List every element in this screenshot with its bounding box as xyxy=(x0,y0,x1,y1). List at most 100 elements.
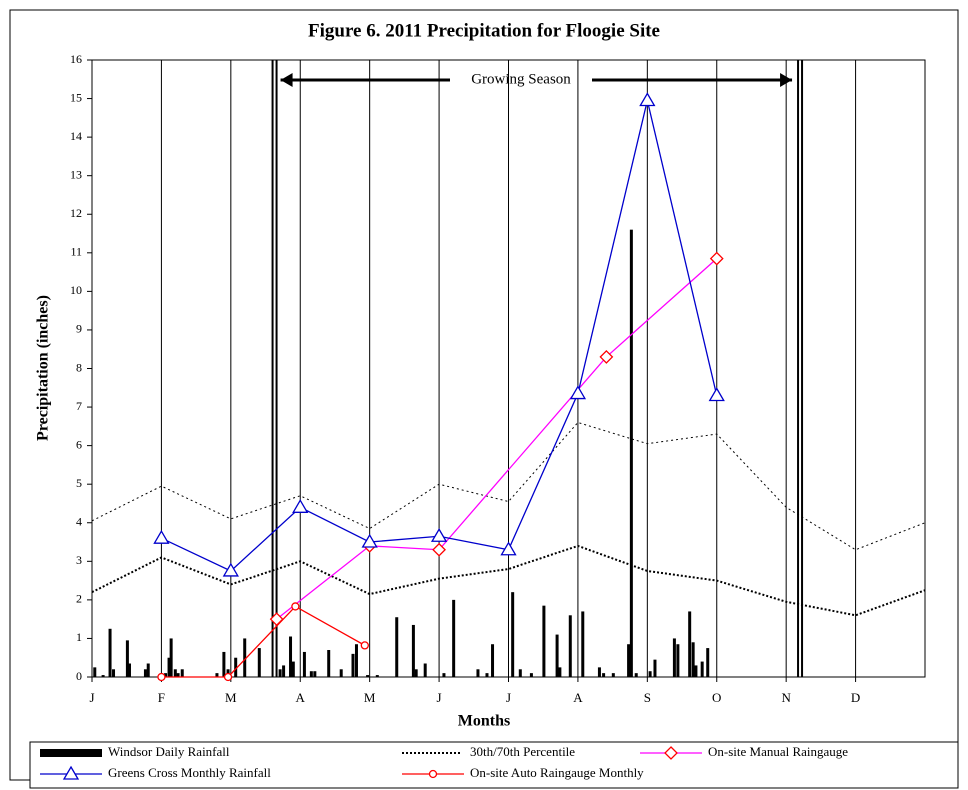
marker xyxy=(599,350,614,364)
percentile-30-line xyxy=(91,544,926,617)
y-tick-label: 16 xyxy=(70,52,82,66)
daily-bar xyxy=(511,592,515,677)
marker xyxy=(360,641,369,650)
daily-bar xyxy=(653,659,657,677)
daily-bar xyxy=(257,648,261,677)
y-tick-label: 0 xyxy=(76,669,82,683)
legend-label: On-site Auto Raingauge Monthly xyxy=(470,765,644,780)
legend-label: On-site Manual Raingauge xyxy=(708,744,848,759)
x-tick-label: J xyxy=(506,690,511,705)
daily-bar xyxy=(366,675,370,677)
marker xyxy=(153,529,170,544)
y-tick-label: 14 xyxy=(70,129,82,143)
marker xyxy=(569,385,587,400)
marker xyxy=(430,527,448,542)
y-tick-label: 4 xyxy=(76,515,82,529)
legend-label: Greens Cross Monthly Rainfall xyxy=(108,765,271,780)
daily-bar xyxy=(302,651,306,677)
daily-bar xyxy=(289,636,293,677)
daily-bar xyxy=(313,671,317,677)
arrow-head xyxy=(780,73,793,87)
y-axis-title: Precipitation (inches) xyxy=(35,295,52,441)
daily-bar xyxy=(278,669,282,677)
daily-bar xyxy=(491,644,495,677)
daily-bar xyxy=(529,673,533,677)
daily-bar xyxy=(180,669,184,677)
daily-bar xyxy=(634,673,638,677)
arrow-head xyxy=(280,73,293,87)
daily-bar xyxy=(108,628,112,677)
daily-bar xyxy=(127,663,131,677)
x-tick-label: M xyxy=(225,690,237,705)
daily-bar xyxy=(309,671,313,677)
daily-bar xyxy=(375,675,379,677)
daily-bar xyxy=(243,638,247,677)
legend-label: Windsor Daily Rainfall xyxy=(108,744,230,759)
y-tick-label: 15 xyxy=(70,90,82,104)
daily-bar xyxy=(146,663,150,677)
y-tick-label: 10 xyxy=(70,283,82,297)
daily-bar xyxy=(485,673,489,677)
y-tick-label: 6 xyxy=(76,437,82,451)
daily-bar xyxy=(411,624,415,677)
x-tick-label: O xyxy=(712,690,721,705)
x-tick-label: D xyxy=(851,690,860,705)
daily-bar xyxy=(568,615,572,677)
daily-bar xyxy=(222,651,226,677)
x-axis-title: Months xyxy=(458,713,510,730)
daily-bar xyxy=(700,661,704,677)
daily-bar xyxy=(555,634,559,677)
daily-bar xyxy=(414,669,418,677)
daily-bar xyxy=(518,669,522,677)
y-tick-label: 9 xyxy=(76,322,82,336)
daily-bar xyxy=(327,650,331,677)
daily-bar xyxy=(282,665,286,677)
x-tick-label: M xyxy=(364,690,376,705)
x-tick-label: A xyxy=(573,690,583,705)
marker xyxy=(639,92,656,107)
x-tick-label: S xyxy=(644,690,651,705)
x-tick-label: N xyxy=(781,690,791,705)
daily-bar xyxy=(339,669,343,677)
daily-bar xyxy=(167,657,171,677)
daily-bar xyxy=(143,669,147,677)
legend-label: 30th/70th Percentile xyxy=(470,744,575,759)
daily-bar xyxy=(176,673,180,677)
daily-bar xyxy=(611,673,615,677)
daily-bar xyxy=(672,638,676,677)
daily-bar xyxy=(93,667,97,677)
daily-bar xyxy=(581,611,585,677)
daily-bar xyxy=(602,673,606,677)
daily-bar xyxy=(101,675,105,677)
series-line xyxy=(161,605,366,678)
marker xyxy=(292,499,309,513)
daily-bar xyxy=(125,640,129,677)
x-tick-label: F xyxy=(158,690,165,705)
daily-bar xyxy=(442,673,446,677)
y-tick-label: 2 xyxy=(76,592,82,606)
marker xyxy=(222,562,239,577)
y-tick-label: 7 xyxy=(76,399,82,413)
x-tick-label: J xyxy=(89,690,94,705)
daily-bar xyxy=(395,617,399,677)
daily-bar xyxy=(351,653,355,677)
daily-bar xyxy=(558,667,562,677)
daily-bar xyxy=(542,605,546,677)
marker xyxy=(432,542,447,557)
y-tick-label: 13 xyxy=(70,167,82,181)
x-tick-label: J xyxy=(437,690,442,705)
daily-bar xyxy=(688,611,692,677)
daily-bar xyxy=(452,599,456,677)
daily-bar xyxy=(215,673,219,677)
legend xyxy=(29,741,959,789)
daily-bar xyxy=(476,669,480,677)
x-tick-label: A xyxy=(296,690,306,705)
daily-bar xyxy=(694,665,698,677)
marker xyxy=(709,251,724,266)
daily-bar xyxy=(112,669,116,677)
marker xyxy=(223,672,233,682)
y-tick-label: 3 xyxy=(76,553,82,567)
chart-title: Figure 6. 2011 Precipitation for Floogie… xyxy=(308,20,660,41)
daily-bar xyxy=(234,657,238,677)
